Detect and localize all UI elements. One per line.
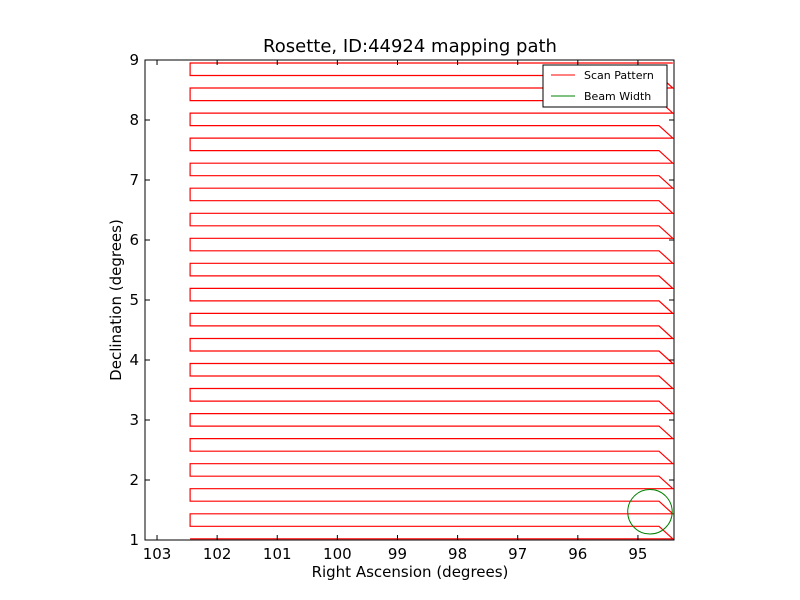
y-tick-label: 3 xyxy=(129,411,139,429)
legend-label-scan: Scan Pattern xyxy=(584,69,654,82)
legend-box xyxy=(542,64,668,108)
x-tick-label: 96 xyxy=(568,545,587,563)
y-axis-label: Declination (degrees) xyxy=(107,219,125,381)
y-tick-label: 5 xyxy=(129,291,139,309)
y-axis: 1 2 3 4 5 6 7 8 9 xyxy=(129,51,674,549)
scan-pattern-line xyxy=(189,62,674,540)
x-tick-label: 100 xyxy=(323,545,352,563)
x-tick-label: 102 xyxy=(203,545,232,563)
y-tick-label: 9 xyxy=(129,51,139,69)
x-tick-label: 97 xyxy=(508,545,527,563)
beam-width-circle xyxy=(627,489,673,535)
x-tick-label: 101 xyxy=(263,545,292,563)
x-tick-label: 95 xyxy=(628,545,647,563)
x-tick-label: 98 xyxy=(448,545,467,563)
x-tick-label: 99 xyxy=(388,545,407,563)
legend: Scan Pattern Beam Width xyxy=(542,64,668,108)
y-tick-label: 8 xyxy=(129,111,139,129)
y-tick-label: 7 xyxy=(129,171,139,189)
y-tick-label: 4 xyxy=(129,351,139,369)
scan-pattern-series xyxy=(189,62,674,540)
beam-width-series xyxy=(627,489,673,535)
x-axis-label: Right Ascension (degrees) xyxy=(312,563,509,581)
y-tick-label: 2 xyxy=(129,471,139,489)
chart-title: Rosette, ID:44924 mapping path xyxy=(263,36,557,57)
x-tick-label: 103 xyxy=(143,545,172,563)
x-axis: 103 102 101 100 99 98 97 96 95 xyxy=(143,60,647,563)
legend-label-beam: Beam Width xyxy=(584,90,651,103)
y-tick-label: 1 xyxy=(129,531,139,549)
y-tick-label: 6 xyxy=(129,231,139,249)
